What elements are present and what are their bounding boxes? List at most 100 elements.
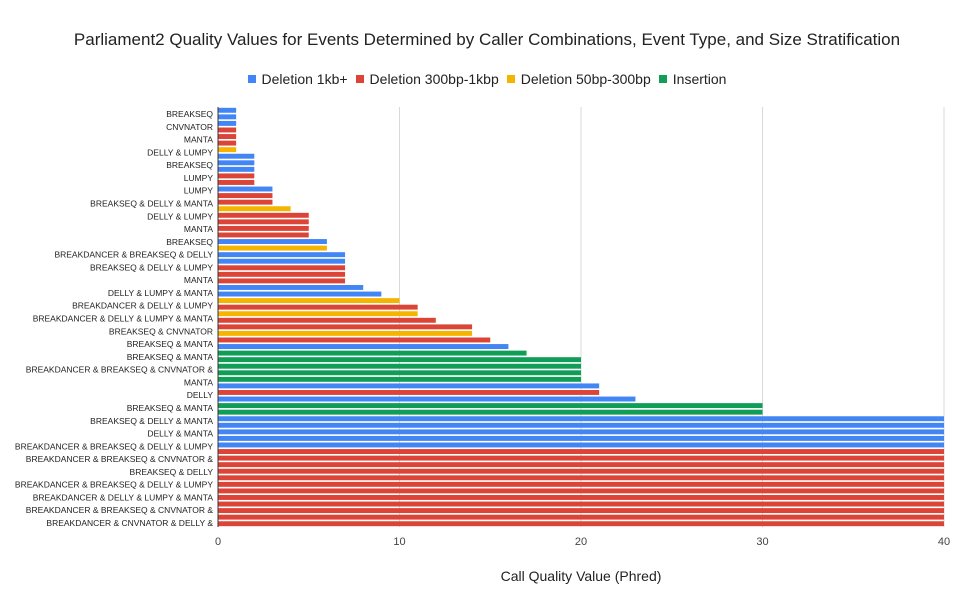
bar: [218, 383, 600, 389]
bar: [218, 140, 237, 146]
x-tick-label: 30: [756, 536, 768, 548]
y-tick-label: LUMPY: [184, 173, 214, 183]
bar: [218, 475, 944, 481]
bar: [218, 363, 581, 369]
legend-swatch: [658, 75, 667, 83]
y-tick-label: MANTA: [184, 275, 213, 285]
bar: [218, 403, 763, 409]
legend-swatch: [506, 75, 515, 83]
y-tick-label: BREAKDANCER & BREAKSEQ & DELLY: [54, 250, 213, 260]
bar: [218, 147, 237, 153]
bar: [218, 291, 382, 297]
bar: [218, 435, 944, 441]
bar: [218, 160, 255, 166]
y-tick-label: BREAKSEQ & DELLY & LUMPY: [90, 262, 213, 272]
legend-label: Deletion 1kb+: [261, 71, 348, 87]
legend-swatch: [247, 75, 256, 83]
y-tick-label: BREAKSEQ & MANTA: [127, 403, 214, 413]
bar: [218, 376, 581, 382]
bar: [218, 317, 436, 323]
bar: [218, 232, 309, 238]
bar: [218, 278, 346, 284]
x-axis-title: Call Quality Value (Phred): [500, 568, 662, 584]
y-tick-label: BREAKDANCER & DELLY & LUMPY & MANTA: [33, 492, 214, 502]
bar: [218, 153, 255, 159]
bar: [218, 298, 400, 304]
y-tick-label: BREAKSEQ & DELLY & MANTA: [90, 416, 213, 426]
y-tick-label: MANTA: [184, 224, 213, 234]
y-tick-label: BREAKSEQ & MANTA: [127, 352, 214, 362]
bar: [218, 304, 418, 310]
bar: [218, 350, 527, 356]
bar: [218, 252, 346, 258]
bar: [218, 455, 944, 461]
y-tick-label: BREAKSEQ: [166, 160, 213, 170]
bar: [218, 120, 237, 126]
bar: [218, 468, 944, 474]
y-tick-label: BREAKSEQ & DELLY & MANTA: [90, 198, 213, 208]
bar: [218, 199, 273, 205]
y-tick-label: BREAKSEQ & MANTA: [127, 339, 214, 349]
bar: [218, 114, 237, 120]
bar: [218, 344, 509, 349]
bar: [218, 495, 944, 500]
bar: [218, 225, 309, 231]
bar: [218, 501, 944, 507]
bar: [218, 409, 763, 415]
y-tick-label: DELLY & LUMPY: [147, 211, 213, 221]
bar: [218, 422, 944, 428]
bar: [218, 166, 255, 172]
bar: [218, 206, 291, 212]
bar: [218, 488, 944, 494]
legend-item: Deletion 300bp-1kbp: [355, 71, 499, 87]
bar: [218, 193, 273, 199]
legend-item: Insertion: [658, 71, 727, 87]
y-tick-label: BREAKDANCER & BREAKSEQ & CNVNATOR &: [26, 505, 214, 515]
y-tick-label: BREAKDANCER & DELLY & LUMPY & MANTA: [33, 314, 214, 324]
bar: [218, 508, 944, 514]
bar: [218, 390, 600, 395]
bar: [218, 514, 944, 520]
y-tick-label: MANTA: [184, 377, 213, 387]
bar: [218, 311, 418, 317]
legend-label: Insertion: [672, 71, 727, 87]
legend-label: Deletion 300bp-1kbp: [369, 71, 499, 87]
y-tick-label: LUMPY: [184, 186, 214, 196]
bar: [218, 449, 944, 454]
y-tick-label: BREAKDANCER & BREAKSEQ & DELLY & LUMPY: [15, 480, 213, 490]
y-tick-label: BREAKDANCER & BREAKSEQ & DELLY & LUMPY: [15, 441, 213, 451]
chart-title: Parliament2 Quality Values for Events De…: [73, 30, 901, 49]
y-tick-label: DELLY & LUMPY & MANTA: [108, 288, 214, 298]
bar: [218, 462, 944, 468]
legend-item: Deletion 50bp-300bp: [506, 71, 651, 87]
y-tick-label: BREAKDANCER & BREAKSEQ & CNVNATOR &: [26, 365, 214, 375]
y-tick-label: BREAKDANCER & DELLY & LUMPY: [72, 301, 213, 311]
bar: [218, 521, 944, 527]
bar: [218, 370, 581, 376]
bar: [218, 239, 327, 244]
bar: [218, 271, 346, 277]
y-tick-label: DELLY: [187, 390, 214, 400]
bar: [218, 127, 237, 133]
y-tick-label: BREAKDANCER & CNVNATOR & DELLY &: [46, 518, 213, 528]
bar: [218, 442, 944, 448]
bar: [218, 330, 473, 336]
bar: [218, 258, 346, 264]
legend-item: Deletion 1kb+: [247, 71, 348, 87]
bar: [218, 481, 944, 487]
legend: Deletion 1kb+ Deletion 300bp-1kbp Deletion…: [0, 71, 974, 87]
bar: [218, 265, 346, 271]
y-tick-label: BREAKSEQ & CNVNATOR: [109, 326, 213, 336]
bar: [218, 180, 255, 185]
legend-label: Deletion 50bp-300bp: [520, 71, 651, 87]
bar: [218, 173, 255, 179]
x-tick-label: 40: [938, 536, 950, 548]
bar: [218, 245, 327, 251]
bar: [218, 134, 237, 139]
bar: [218, 107, 237, 113]
bar: [218, 186, 273, 192]
x-tick-label: 10: [393, 536, 405, 548]
y-tick-label: BREAKSEQ: [166, 109, 213, 119]
bar: [218, 285, 364, 290]
